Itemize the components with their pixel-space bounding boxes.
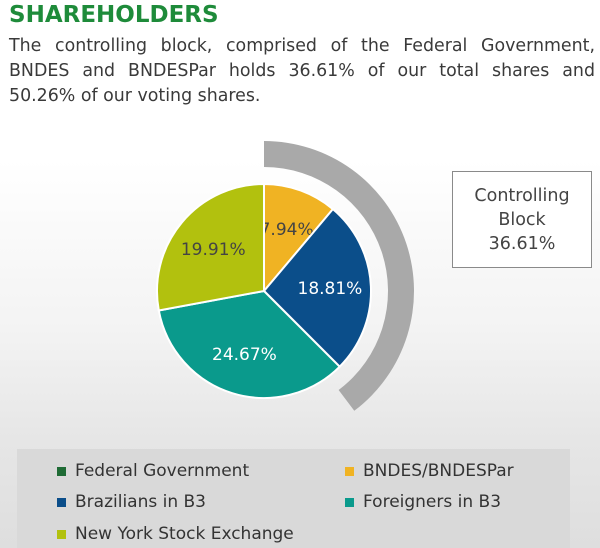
chart-legend: Federal Government BNDES/BNDESPar Brazil… bbox=[17, 449, 570, 548]
legend-item-federal-government: Federal Government bbox=[57, 459, 249, 483]
legend-swatch-nyse bbox=[57, 529, 66, 539]
legend-item-bndes: BNDES/BNDESPar bbox=[345, 459, 514, 483]
callout-line-3: 36.61% bbox=[488, 233, 556, 254]
legend-item-foreigners: Foreigners in B3 bbox=[345, 490, 501, 514]
legend-label-nyse: New York Stock Exchange bbox=[75, 524, 294, 544]
pie-label-foreigners-in-b3: 24.67% bbox=[212, 345, 277, 365]
callout-line-2: Block bbox=[498, 209, 546, 230]
page-title: SHAREHOLDERS bbox=[9, 2, 219, 28]
pie-slice-brazilians-in-b3 bbox=[262, 207, 372, 369]
legend-swatch-foreigners bbox=[345, 497, 354, 507]
pie-slice-new-york-stock-exchange bbox=[156, 182, 265, 312]
controlling-block-arc bbox=[264, 141, 414, 411]
legend-label-foreigners: Foreigners in B3 bbox=[363, 492, 502, 512]
legend-swatch-federal-government bbox=[57, 466, 66, 476]
pie-label-bndes-bndespar: 7.94% bbox=[260, 220, 314, 240]
legend-swatch-bndes bbox=[345, 466, 354, 476]
callout-line-1: Controlling bbox=[474, 185, 570, 206]
intro-text: The controlling block, comprised of the … bbox=[9, 36, 595, 106]
legend-label-federal-government: Federal Government bbox=[75, 461, 250, 481]
legend-item-nyse: New York Stock Exchange bbox=[57, 522, 294, 546]
legend-item-brazilians: Brazilians in B3 bbox=[57, 490, 206, 514]
pie-label-new-york-stock-exchange: 19.91% bbox=[181, 240, 246, 260]
legend-swatch-brazilians bbox=[57, 497, 66, 507]
pie-slice-foreigners-in-b3 bbox=[157, 289, 342, 399]
legend-label-bndes: BNDES/BNDESPar bbox=[363, 461, 514, 481]
legend-label-brazilians: Brazilians in B3 bbox=[75, 492, 206, 512]
controlling-block-callout: Controlling Block 36.61% bbox=[452, 171, 592, 268]
pie-label-brazilians-in-b3: 18.81% bbox=[298, 279, 363, 299]
pie-slice-bndes-bndespar bbox=[263, 182, 335, 294]
